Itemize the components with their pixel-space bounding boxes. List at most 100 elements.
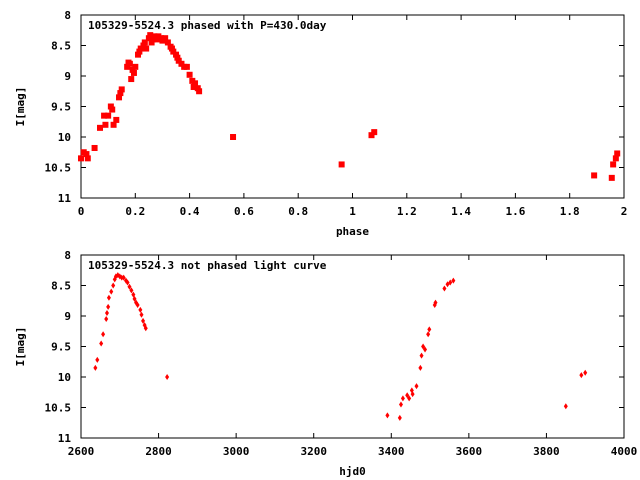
data-point — [407, 395, 412, 402]
data-point — [397, 414, 402, 421]
y-tick-label: 9 — [64, 70, 71, 83]
data-point — [451, 277, 456, 284]
data-point — [174, 54, 181, 61]
data-point — [132, 63, 139, 70]
data-point — [141, 317, 146, 324]
data-point — [418, 364, 423, 371]
data-point — [230, 134, 237, 140]
x-tick-label: 0.8 — [288, 205, 308, 218]
data-point — [130, 69, 137, 76]
data-point — [117, 90, 124, 97]
data-point — [175, 57, 182, 64]
x-tick-label: 3200 — [300, 445, 327, 458]
data-point — [338, 161, 345, 168]
x-tick-label: 0 — [78, 205, 85, 218]
y-tick-label: 10 — [58, 131, 71, 144]
x-tick-label: 1.8 — [560, 205, 580, 218]
x-tick-label: 3800 — [533, 445, 560, 458]
data-point — [93, 364, 98, 371]
data-point — [129, 287, 134, 294]
data-point — [194, 85, 201, 92]
data-point — [154, 36, 161, 43]
data-point — [140, 42, 147, 49]
data-point — [95, 356, 100, 363]
data-point — [106, 303, 111, 310]
x-tick-label: 0.2 — [125, 205, 145, 218]
data-point — [101, 331, 106, 338]
x-tick-label: 2 — [621, 205, 628, 218]
data-point — [137, 45, 144, 52]
data-point — [145, 35, 152, 42]
y-tick-label: 8.5 — [51, 280, 71, 293]
data-point — [135, 51, 142, 58]
x-tick-label: 0.4 — [180, 205, 200, 218]
data-point — [190, 83, 197, 90]
y-tick-label: 8.5 — [51, 40, 71, 53]
x-tick-label: 1.2 — [397, 205, 417, 218]
x-tick-label: 1.4 — [451, 205, 471, 218]
data-point — [101, 112, 108, 119]
unphased-data-points — [93, 272, 588, 421]
data-point — [442, 285, 447, 292]
data-point — [102, 121, 109, 128]
data-point — [151, 33, 158, 40]
data-point — [614, 150, 621, 157]
x-tick-label: 0.6 — [234, 205, 254, 218]
data-point — [162, 35, 169, 42]
data-point — [610, 161, 617, 168]
y-tick-label: 11 — [58, 432, 72, 445]
data-point — [91, 144, 98, 151]
x-tick-label: 3600 — [456, 445, 483, 458]
data-point — [110, 121, 117, 128]
data-point — [127, 283, 132, 290]
data-point — [118, 86, 125, 93]
data-point — [78, 155, 84, 162]
data-point — [583, 369, 588, 376]
data-point — [109, 288, 114, 295]
phased-plot-title: 105329-5524.3 phased with P=430.0day — [88, 19, 327, 32]
data-point — [196, 88, 203, 95]
data-point — [414, 383, 419, 390]
data-point — [398, 401, 403, 408]
phased-light-curve-panel: 105329-5524.3 phased with P=430.0day pha… — [14, 9, 627, 238]
data-point — [138, 306, 143, 313]
data-point — [148, 39, 155, 46]
y-tick-label: 8 — [64, 249, 71, 262]
data-point — [608, 174, 615, 181]
unphased-plot-frame — [80, 254, 625, 439]
x-tick-label: 1.6 — [505, 205, 525, 218]
phased-y-axis-label: I[mag] — [14, 87, 27, 127]
data-point — [116, 94, 123, 101]
y-tick-label: 11 — [58, 192, 72, 205]
data-point — [423, 346, 428, 353]
data-point — [448, 279, 453, 286]
data-point — [99, 340, 104, 347]
unphased-x-axis-label: hjd0 — [339, 465, 366, 478]
data-point — [106, 294, 111, 301]
x-tick-label: 2800 — [145, 445, 172, 458]
y-tick-label: 8 — [64, 9, 71, 22]
data-point — [107, 103, 114, 110]
x-tick-label: 3400 — [378, 445, 405, 458]
data-point — [385, 412, 390, 419]
data-point — [173, 51, 180, 58]
unphased-y-axis-label: I[mag] — [14, 327, 27, 367]
unphased-plot-title: 105329-5524.3 not phased light curve — [88, 259, 327, 272]
data-point — [113, 116, 120, 123]
data-point — [121, 274, 126, 281]
data-point — [143, 325, 148, 332]
data-point — [433, 299, 438, 306]
data-point — [109, 106, 116, 113]
y-tick-label: 10.5 — [45, 402, 72, 415]
data-point — [612, 155, 619, 162]
data-point — [149, 36, 156, 43]
y-tick-label: 9.5 — [51, 101, 71, 114]
data-point — [563, 403, 568, 410]
data-point — [111, 282, 116, 289]
data-point — [400, 395, 405, 402]
data-point — [131, 291, 136, 298]
data-point — [104, 309, 109, 316]
phased-axes-ticks: 0 0.2 0.4 0.6 0.8 1 1.2 1.4 1.6 1.8 2 8 8.5 9 9.5 10 10.… — [45, 9, 628, 218]
data-point — [178, 60, 185, 67]
data-point — [136, 48, 143, 55]
